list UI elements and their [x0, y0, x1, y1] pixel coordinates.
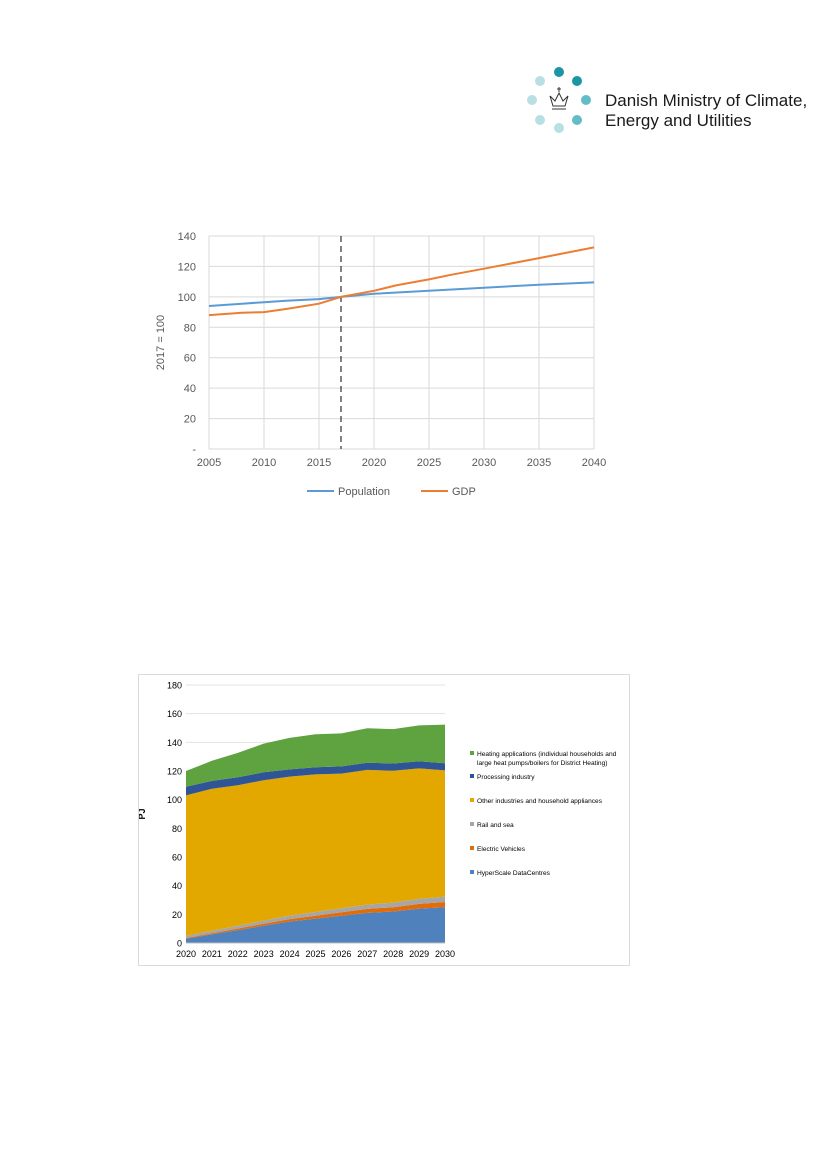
y-tick-label: 160 — [167, 709, 182, 719]
area-series — [186, 896, 445, 938]
logo-dot — [581, 95, 591, 105]
logo-dot — [535, 76, 545, 86]
x-tick-label: 2025 — [417, 457, 441, 469]
legend-label: Population — [338, 486, 390, 498]
y-tick-label: 20 — [172, 910, 182, 920]
logo-line-1: Danish Ministry of Climate, — [605, 91, 808, 110]
legend-label: Rail and sea — [477, 822, 514, 829]
legend-swatch — [470, 751, 474, 755]
area-series — [186, 768, 445, 936]
y-tick-label: 80 — [172, 824, 182, 834]
y-tick-label: 120 — [167, 767, 182, 777]
y-tick-label: - — [192, 444, 196, 456]
x-tick-label: 2029 — [409, 949, 429, 959]
legend-label: HyperScale DataCentres — [477, 870, 551, 877]
y-tick-label: 80 — [184, 322, 196, 334]
logo-dot — [572, 115, 582, 125]
x-tick-label: 2005 — [197, 457, 221, 469]
legend-swatch — [470, 822, 474, 826]
legend-label: Heating applications (individual househo… — [477, 751, 617, 767]
y-tick-label: 140 — [178, 231, 196, 243]
legend-label-line: large heat pumps/boilers for District He… — [477, 760, 607, 767]
x-tick-label: 2030 — [435, 949, 455, 959]
area-series — [186, 902, 445, 939]
population-gdp-chart: -20 40 60 80 100 120 140 2005 2010 2015 2020 2025 20… — [150, 222, 620, 512]
crown-icon — [549, 87, 569, 110]
y-axis-label: PJ — [139, 808, 147, 819]
y-tick-label: 0 — [177, 939, 182, 949]
logo-wordmark: Danish Ministry of Climate, Energy and U… — [605, 91, 807, 131]
crown-logo-icon — [527, 67, 591, 133]
y-tick-label: 100 — [178, 292, 196, 304]
ministry-logo: Danish Ministry of Climate, Energy and U… — [522, 62, 812, 142]
x-tick-label: 2027 — [357, 949, 377, 959]
x-tick-label: 2040 — [582, 457, 606, 469]
series-line-gdp — [208, 246, 595, 317]
legend-label: Electric Vehicles — [477, 846, 526, 853]
logo-dot — [572, 76, 582, 86]
series-line-population — [208, 281, 595, 307]
x-tick-label: 2020 — [362, 457, 386, 469]
y-tick-label: 180 — [167, 681, 182, 691]
y-tick-label: 120 — [178, 261, 196, 273]
logo-dot — [535, 115, 545, 125]
x-tick-label: 2025 — [305, 949, 325, 959]
y-tick-label: 100 — [167, 795, 182, 805]
legend-swatch — [470, 798, 474, 802]
electricity-demand-chart: 0 20 40 60 80 100 120 140 160 180 PJ 2020 2021 2022 20… — [137, 674, 630, 966]
x-tick-label: 2035 — [527, 457, 551, 469]
y-tick-label: 40 — [184, 383, 196, 395]
y-tick-label: 60 — [172, 853, 182, 863]
x-tick-label: 2021 — [202, 949, 222, 959]
y-tick-label: 140 — [167, 738, 182, 748]
logo-line-2: Energy and Utilities — [605, 111, 752, 130]
legend-swatch — [470, 774, 474, 778]
logo-dot — [527, 95, 537, 105]
y-axis-label: 2017 = 100 — [155, 315, 167, 370]
legend-swatch — [470, 846, 474, 850]
y-tick-label: 60 — [184, 353, 196, 365]
x-tick-label: 2010 — [252, 457, 276, 469]
y-tick-label: 20 — [184, 414, 196, 426]
area-series — [186, 761, 445, 796]
x-tick-label: 2028 — [383, 949, 403, 959]
legend-swatch — [470, 870, 474, 874]
x-tick-label: 2030 — [472, 457, 496, 469]
legend-label: Other industries and household appliance… — [477, 798, 603, 805]
area-series — [186, 724, 445, 787]
x-tick-label: 2015 — [307, 457, 331, 469]
x-tick-label: 2020 — [176, 949, 196, 959]
legend-label: GDP — [452, 486, 476, 498]
legend-label: Processing industry — [477, 774, 535, 781]
y-tick-label: 40 — [172, 881, 182, 891]
area-series — [186, 907, 445, 943]
x-tick-label: 2026 — [331, 949, 351, 959]
x-tick-label: 2023 — [254, 949, 274, 959]
logo-dot — [554, 67, 564, 77]
legend-label-line: Heating applications (individual househo… — [477, 751, 617, 758]
logo-dot — [554, 123, 564, 133]
electricity-demand-chart-svg: 0 20 40 60 80 100 120 140 160 180 PJ 2020 2021 2022 20… — [137, 681, 617, 960]
x-tick-label: 2022 — [228, 949, 248, 959]
x-tick-label: 2024 — [280, 949, 300, 959]
